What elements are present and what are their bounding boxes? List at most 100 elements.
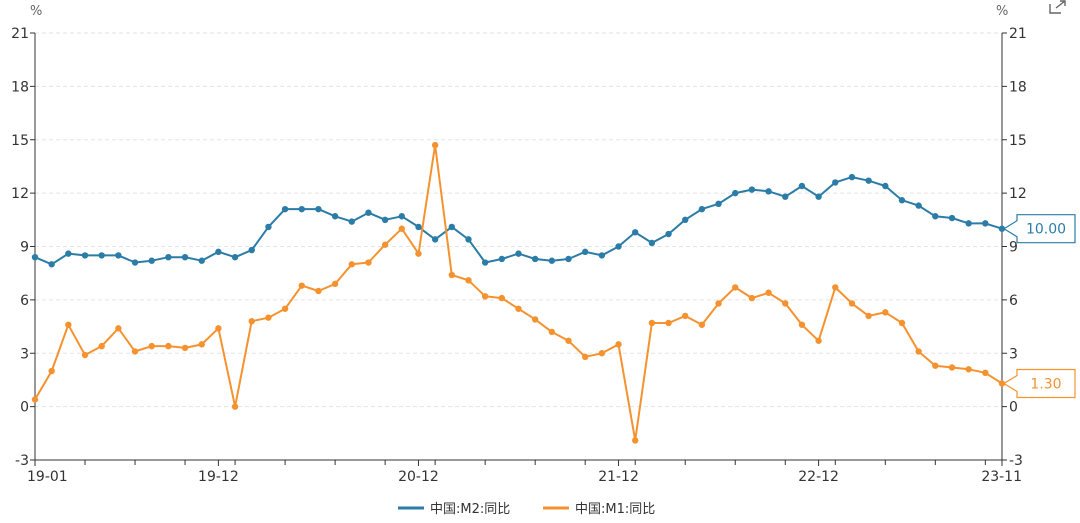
- data-point[interactable]: [48, 367, 55, 375]
- data-point[interactable]: [365, 209, 372, 216]
- data-point[interactable]: [48, 261, 55, 268]
- data-point[interactable]: [581, 248, 589, 256]
- data-point[interactable]: [265, 314, 272, 321]
- data-point[interactable]: [431, 236, 439, 243]
- data-point[interactable]: [248, 318, 255, 325]
- data-point[interactable]: [381, 216, 389, 224]
- data-point[interactable]: [181, 253, 189, 261]
- data-point[interactable]: [815, 337, 822, 344]
- data-point[interactable]: [715, 200, 722, 207]
- data-point[interactable]: [215, 248, 222, 256]
- data-point[interactable]: [348, 261, 355, 268]
- data-point[interactable]: [882, 309, 889, 316]
- data-point[interactable]: [732, 284, 739, 291]
- data-point[interactable]: [615, 341, 622, 348]
- data-point[interactable]: [748, 186, 756, 193]
- data-point[interactable]: [198, 257, 205, 264]
- data-point[interactable]: [615, 243, 622, 250]
- data-point[interactable]: [581, 353, 589, 361]
- data-point[interactable]: [765, 188, 772, 195]
- data-point[interactable]: [348, 218, 355, 225]
- data-point[interactable]: [281, 305, 289, 312]
- data-point[interactable]: [932, 362, 939, 369]
- data-point[interactable]: [481, 259, 489, 266]
- data-point[interactable]: [31, 396, 39, 403]
- data-point[interactable]: [598, 252, 606, 259]
- legend-item-m1[interactable]: 中国:M1:同比: [543, 502, 655, 517]
- expand-icon[interactable]: [1048, 0, 1070, 14]
- data-point[interactable]: [832, 284, 839, 291]
- data-point[interactable]: [732, 189, 739, 197]
- data-point[interactable]: [648, 319, 656, 327]
- data-point[interactable]: [765, 289, 772, 296]
- data-point[interactable]: [198, 341, 205, 348]
- data-point[interactable]: [915, 348, 922, 355]
- data-point[interactable]: [315, 287, 322, 295]
- data-point[interactable]: [632, 437, 639, 444]
- data-point[interactable]: [31, 253, 39, 261]
- data-point[interactable]: [698, 321, 706, 328]
- data-point[interactable]: [748, 294, 756, 302]
- data-point[interactable]: [465, 236, 472, 243]
- data-point[interactable]: [531, 255, 539, 263]
- data-point[interactable]: [648, 239, 656, 247]
- data-point[interactable]: [565, 337, 572, 344]
- data-point[interactable]: [948, 214, 956, 222]
- data-point[interactable]: [782, 300, 789, 307]
- data-point[interactable]: [882, 182, 889, 190]
- data-point[interactable]: [498, 255, 506, 263]
- data-point[interactable]: [398, 213, 405, 220]
- data-point[interactable]: [448, 223, 456, 231]
- data-point[interactable]: [65, 321, 72, 328]
- data-point[interactable]: [782, 193, 789, 200]
- data-point[interactable]: [515, 305, 522, 312]
- data-point[interactable]: [915, 202, 922, 209]
- data-point[interactable]: [548, 257, 556, 264]
- data-point[interactable]: [515, 250, 522, 257]
- data-point[interactable]: [481, 293, 489, 300]
- data-point[interactable]: [231, 403, 239, 410]
- data-point[interactable]: [148, 257, 155, 264]
- data-point[interactable]: [398, 225, 405, 232]
- data-point[interactable]: [982, 369, 989, 377]
- data-point[interactable]: [215, 325, 222, 332]
- data-point[interactable]: [932, 213, 939, 220]
- data-point[interactable]: [431, 141, 439, 149]
- data-point[interactable]: [165, 342, 172, 350]
- data-point[interactable]: [498, 294, 506, 302]
- data-point[interactable]: [298, 282, 305, 289]
- data-point[interactable]: [715, 300, 722, 307]
- data-point[interactable]: [331, 280, 339, 288]
- data-point[interactable]: [231, 253, 239, 261]
- data-point[interactable]: [832, 179, 839, 186]
- data-point[interactable]: [331, 213, 339, 220]
- data-point[interactable]: [531, 316, 539, 323]
- data-point[interactable]: [665, 230, 672, 238]
- data-point[interactable]: [798, 321, 806, 328]
- data-point[interactable]: [565, 255, 572, 263]
- data-point[interactable]: [848, 300, 856, 307]
- data-point[interactable]: [315, 205, 322, 213]
- data-point[interactable]: [682, 312, 689, 320]
- data-point[interactable]: [998, 380, 1006, 387]
- data-point[interactable]: [98, 342, 105, 350]
- data-point[interactable]: [465, 277, 472, 284]
- data-point[interactable]: [598, 350, 606, 357]
- data-point[interactable]: [865, 177, 872, 184]
- data-point[interactable]: [381, 241, 389, 248]
- legend-item-m2[interactable]: 中国:M2:同比: [398, 502, 510, 517]
- data-point[interactable]: [965, 220, 972, 227]
- data-point[interactable]: [131, 348, 139, 355]
- data-point[interactable]: [298, 205, 305, 213]
- data-point[interactable]: [815, 193, 822, 200]
- data-point[interactable]: [81, 252, 89, 259]
- data-point[interactable]: [965, 366, 972, 373]
- data-point[interactable]: [115, 325, 122, 332]
- data-point[interactable]: [131, 259, 139, 266]
- data-point[interactable]: [181, 344, 189, 352]
- data-point[interactable]: [415, 223, 422, 231]
- data-point[interactable]: [65, 250, 72, 257]
- data-point[interactable]: [982, 220, 989, 227]
- legend[interactable]: 中国:M2:同比 中国:M1:同比: [398, 502, 655, 517]
- data-point[interactable]: [265, 223, 272, 231]
